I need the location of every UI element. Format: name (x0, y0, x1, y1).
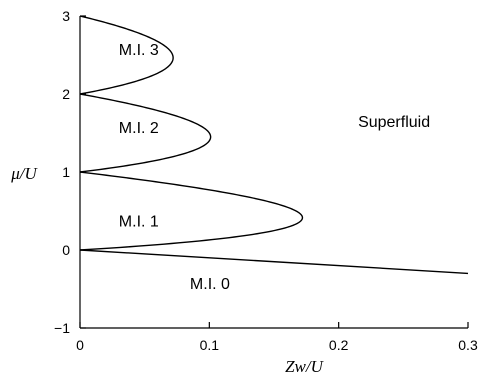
region-label: M.I. 3 (119, 42, 159, 59)
x-axis-label: Zw/U (285, 357, 325, 376)
mott-lobe-3-curve (79, 15, 174, 95)
y-tick-label: 3 (62, 8, 70, 24)
mott-lobe-2-curve (79, 93, 212, 173)
x-axis-ticks: 0 0.1 0.2 0.3 (76, 322, 478, 353)
x-tick-label: 0.1 (200, 337, 220, 353)
mi0-boundary-line (79, 249, 469, 275)
y-axis-label: μ/U (10, 164, 38, 183)
region-label: Superfluid (358, 114, 430, 131)
region-label: M.I. 1 (119, 214, 159, 231)
x-tick-label: 0.3 (458, 337, 478, 353)
x-tick-label: 0.2 (329, 337, 349, 353)
y-axis-ticks: −1 0 1 2 3 (54, 8, 86, 336)
region-label: M.I. 0 (190, 276, 230, 293)
y-tick-label: 1 (62, 164, 70, 180)
lobe-curves (79, 15, 304, 251)
y-tick-label: 2 (62, 86, 70, 102)
region-labels: M.I. 3 M.I. 2 M.I. 1 Superfluid M.I. 0 (119, 42, 430, 293)
mott-lobe-1-curve (79, 171, 304, 251)
y-tick-label: 0 (62, 242, 70, 258)
y-tick-label: −1 (54, 320, 70, 336)
region-label: M.I. 2 (119, 120, 159, 137)
x-tick-label: 0 (76, 337, 84, 353)
